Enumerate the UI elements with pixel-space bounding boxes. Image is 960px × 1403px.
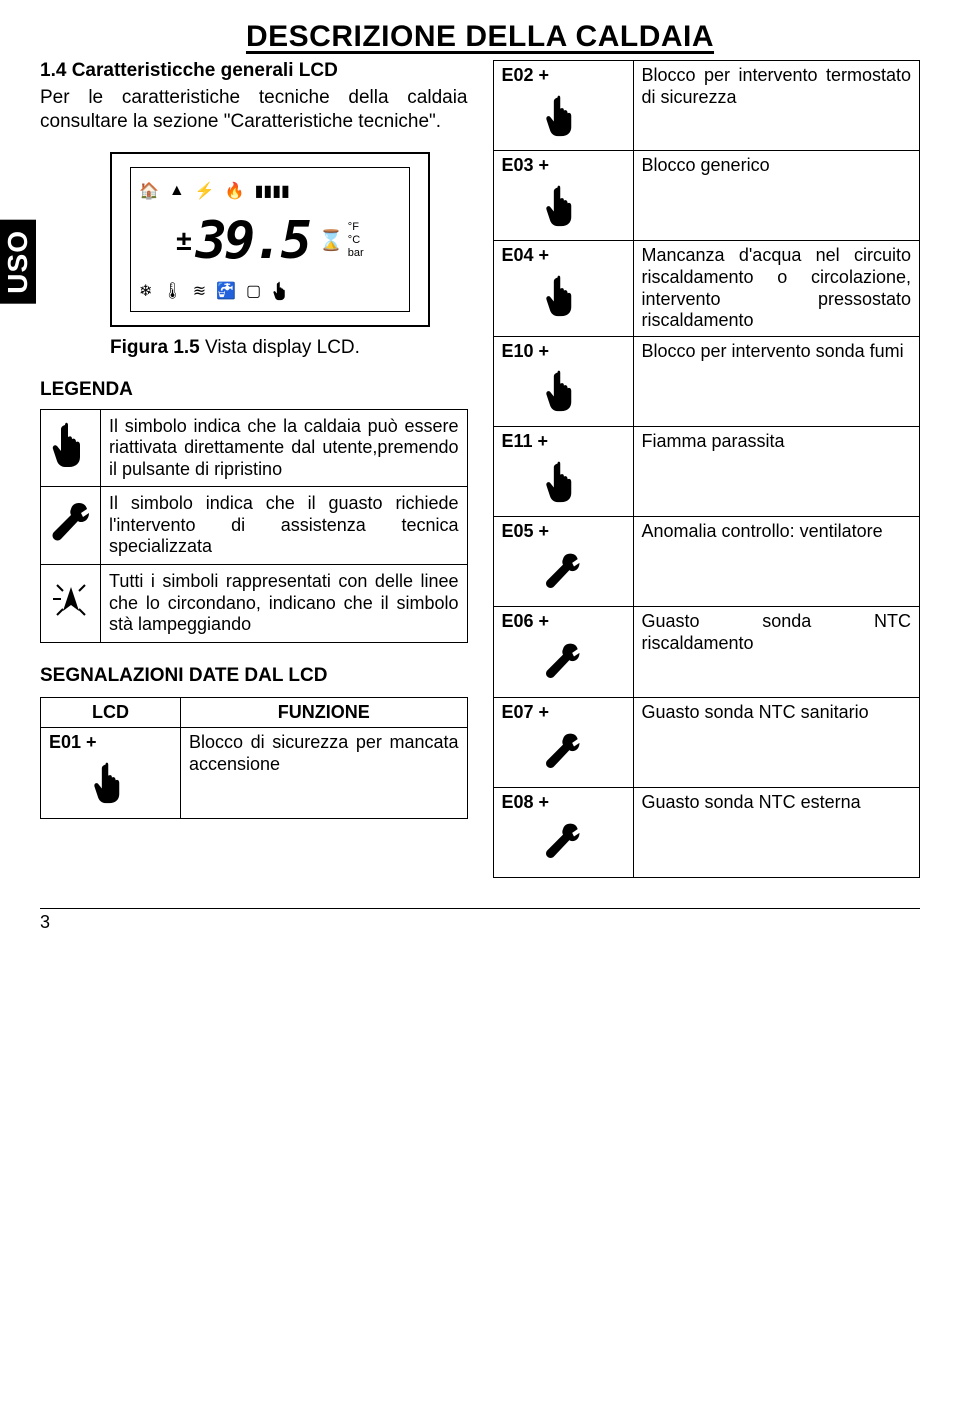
figure-caption: Figura 1.5 Vista display LCD.: [110, 337, 468, 359]
wrench-icon: [541, 727, 585, 777]
lcd-units: °F °C bar: [348, 221, 364, 261]
intro-text: Per le caratteristiche tecniche della ca…: [40, 86, 468, 134]
radiator-icon: 🏠: [139, 181, 159, 201]
error-desc: Guasto sonda NTC riscaldamento: [633, 607, 920, 697]
legend-icon-cell: [41, 487, 101, 565]
table-row: Tutti i simboli rappresentati con delle …: [41, 565, 468, 643]
plus-minus-icon: ±: [176, 225, 191, 257]
table-row: E04 +Mancanza d'acqua nel circuito risca…: [493, 241, 920, 336]
blink-icon: [47, 574, 95, 628]
hourglass-icon: ⌛: [319, 228, 344, 253]
bars-icon: ▮▮▮▮: [255, 181, 290, 201]
hand-icon: [47, 418, 95, 472]
legenda-heading: LEGENDA: [40, 379, 468, 401]
error-code-cell: E11 +: [493, 426, 633, 516]
table-row: E01 + Blocco di sicurezza per mancata ac…: [41, 728, 468, 818]
table-row: E08 +Guasto sonda NTC esterna: [493, 787, 920, 877]
table-row: Il simbolo indica che la caldaia può ess…: [41, 409, 468, 487]
page-header: DESCRIZIONE DELLA CALDAIA: [40, 20, 920, 54]
pump-up-icon: ▲: [169, 182, 185, 200]
table-row: E03 +Blocco generico: [493, 151, 920, 241]
hand-icon: [541, 181, 585, 231]
hand-icon: [271, 280, 291, 302]
error-code-cell: E06 +: [493, 607, 633, 697]
table-row: E07 +Guasto sonda NTC sanitario: [493, 697, 920, 787]
flame-bolt-icon: ⚡: [195, 181, 215, 201]
legend-text: Il simbolo indica che il guasto richiede…: [101, 487, 468, 565]
wrench-icon: [541, 547, 585, 597]
error-code-cell: E10 +: [493, 336, 633, 426]
table-row: E10 +Blocco per intervento sonda fumi: [493, 336, 920, 426]
signal-desc: Blocco di sicurezza per mancata accensio…: [181, 728, 468, 818]
error-code-cell: E04 +: [493, 241, 633, 336]
wrench-icon: [541, 637, 585, 687]
table-header-row: LCD FUNZIONE: [41, 697, 468, 728]
error-code-cell: E08 +: [493, 787, 633, 877]
page-title: DESCRIZIONE DELLA CALDAIA: [40, 20, 920, 54]
lcd-display-figure: 🏠 ▲ ⚡ 🔥 ▮▮▮▮ ± 39.5 ⌛ °F °C bar: [110, 152, 430, 327]
error-desc: Anomalia controllo: ventilatore: [633, 517, 920, 607]
hand-icon: [541, 271, 585, 321]
error-code-cell: E07 +: [493, 697, 633, 787]
legend-text: Tutti i simboli rappresentati con delle …: [101, 565, 468, 643]
error-desc: Blocco per intervento termostato di sicu…: [633, 61, 920, 151]
section-heading: 1.4 Caratteristicche generali LCD: [40, 60, 468, 82]
hand-icon: [541, 457, 585, 507]
error-desc: Mancanza d'acqua nel circuito riscaldame…: [633, 241, 920, 336]
lcd-digits: 39.5: [196, 211, 309, 271]
error-desc: Guasto sonda NTC esterna: [633, 787, 920, 877]
uso-tab: USO: [0, 220, 36, 304]
error-code-cell: E03 +: [493, 151, 633, 241]
table-row: Il simbolo indica che il guasto richiede…: [41, 487, 468, 565]
error-desc: Blocco generico: [633, 151, 920, 241]
snowflake-icon: ❄: [139, 281, 152, 301]
error-desc: Blocco per intervento sonda fumi: [633, 336, 920, 426]
tap-icon: 🚰: [216, 281, 236, 301]
hand-icon: [89, 758, 133, 808]
wrench-icon: [541, 817, 585, 867]
signals-table: LCD FUNZIONE E01 + Blocco di sicurezza p…: [40, 697, 468, 819]
legend-icon-cell: [41, 409, 101, 487]
table-row: E02 +Blocco per intervento termostato di…: [493, 61, 920, 151]
col-func: FUNZIONE: [181, 697, 468, 728]
page-number: 3: [40, 908, 920, 933]
burner-icon: ≋: [193, 281, 206, 301]
col-lcd: LCD: [41, 697, 181, 728]
error-code-cell: E05 +: [493, 517, 633, 607]
legend-text: Il simbolo indica che la caldaia può ess…: [101, 409, 468, 487]
flame-icon: 🔥: [225, 181, 245, 201]
error-desc: Guasto sonda NTC sanitario: [633, 697, 920, 787]
wrench-icon: [47, 496, 95, 550]
table-row: E06 +Guasto sonda NTC riscaldamento: [493, 607, 920, 697]
signals-heading: SEGNALAZIONI DATE DAL LCD: [40, 665, 468, 687]
hand-icon: [541, 366, 585, 416]
hand-icon: [541, 91, 585, 141]
table-row: E11 +Fiamma parassita: [493, 426, 920, 516]
legend-icon-cell: [41, 565, 101, 643]
legenda-table: Il simbolo indica che la caldaia può ess…: [40, 409, 468, 643]
error-codes-table: E02 +Blocco per intervento termostato di…: [493, 60, 921, 878]
signal-code-cell: E01 +: [41, 728, 181, 818]
error-code-cell: E02 +: [493, 61, 633, 151]
error-desc: Fiamma parassita: [633, 426, 920, 516]
table-row: E05 +Anomalia controllo: ventilatore: [493, 517, 920, 607]
clock-icon: ▢: [246, 281, 261, 301]
thermometer-icon: 🌡: [162, 281, 182, 301]
